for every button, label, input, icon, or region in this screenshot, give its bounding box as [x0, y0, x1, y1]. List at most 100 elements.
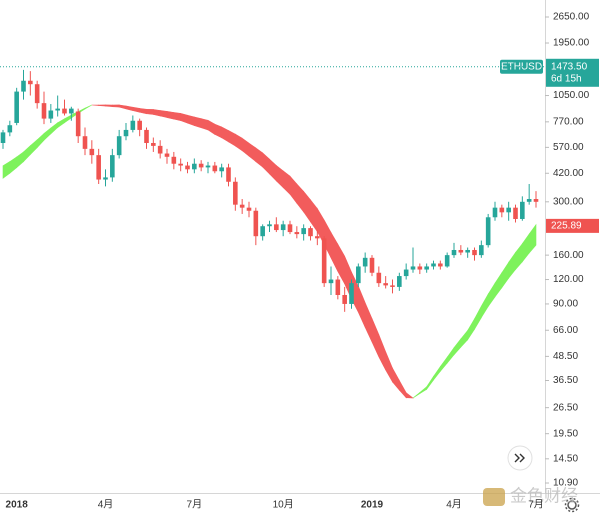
y-tick-label: 160.00 [553, 250, 584, 261]
candle-body [137, 120, 142, 130]
candle-body [69, 108, 74, 114]
ribbon-segment [112, 104, 120, 108]
scroll-button[interactable] [507, 445, 533, 471]
symbol-tag-label: ETHUSD [501, 61, 542, 72]
candle-body [280, 224, 286, 231]
candle-body [526, 199, 532, 202]
candle-body [520, 201, 525, 219]
ribbon-segment [166, 111, 175, 120]
ribbon-tag-label: 225.89 [551, 221, 582, 232]
candle-body [0, 132, 6, 144]
candle-body [185, 165, 190, 170]
candle-body [335, 279, 341, 296]
y-tick-label: 90.00 [553, 299, 578, 310]
ribbon-segment [159, 110, 168, 118]
y-tick-label: 66.00 [553, 325, 578, 336]
candle-body [533, 199, 539, 202]
candle-body [116, 136, 122, 156]
candle-body [205, 165, 211, 168]
scroll-button-circle[interactable] [507, 445, 533, 471]
ribbon-segment [146, 108, 154, 115]
candle-body [151, 143, 156, 146]
candle-body [438, 263, 443, 267]
candle-body [157, 145, 163, 154]
x-tick-label: 4月 [98, 499, 114, 511]
ribbon-segment [194, 116, 202, 129]
y-tick-label: 26.50 [553, 402, 578, 413]
candle-body [48, 110, 54, 119]
ribbon-segment [84, 104, 92, 110]
candle-body [103, 177, 108, 180]
scroll-icon[interactable] [514, 453, 525, 463]
y-tick-label: 570.00 [553, 142, 584, 153]
ribbon-layer [2, 104, 537, 399]
candle-body [164, 153, 170, 157]
candle-body [417, 266, 423, 270]
candle-body [21, 80, 26, 92]
candle-body [362, 257, 368, 267]
price-tag-label: 1473.50 [551, 61, 588, 72]
candle-body [349, 283, 354, 304]
candle-body [444, 255, 450, 267]
candle-body [246, 207, 252, 211]
candle-layer [0, 69, 539, 312]
candle-body [342, 295, 347, 304]
ribbon-segment [105, 104, 113, 107]
candle-body [7, 125, 13, 133]
candle-body [369, 257, 375, 273]
y-tick-label: 10.90 [553, 478, 578, 489]
candle-body [123, 129, 129, 137]
candle-body [226, 167, 231, 182]
candle-body [96, 155, 101, 180]
y-tick-label: 770.00 [553, 116, 584, 127]
watermark-text: 金色财经 [510, 486, 578, 505]
candle-body [110, 155, 115, 178]
gear-teeth[interactable] [564, 497, 580, 513]
x-tick-label: 10月 [273, 499, 294, 511]
candle-body [513, 207, 518, 219]
candle-body [294, 232, 300, 235]
candle-body [328, 279, 334, 284]
gear-icon[interactable] [567, 500, 577, 510]
candle-body [479, 245, 484, 256]
y-tick-label: 2650.00 [553, 12, 590, 23]
candle-body [301, 228, 306, 235]
candle-body [192, 163, 197, 170]
y-tick-label: 36.50 [553, 375, 578, 386]
candle-body [233, 181, 238, 205]
candle-body [424, 266, 429, 270]
price-tag [546, 58, 599, 87]
ribbon-segment [405, 392, 414, 399]
candle-body [458, 249, 464, 253]
candle-body [431, 263, 436, 267]
y-tick-label: 19.50 [553, 428, 578, 439]
candle-body [472, 249, 477, 256]
y-tick-label: 1050.00 [553, 90, 590, 101]
candle-body [274, 224, 279, 231]
symbol-tag [500, 59, 543, 74]
candle-body [239, 204, 245, 208]
y-tick-label: 1950.00 [553, 38, 590, 49]
candle-body [212, 165, 218, 172]
ribbon-segment [98, 104, 106, 107]
candle-body [28, 80, 33, 85]
candle-body [376, 272, 382, 284]
candle-body [82, 136, 88, 149]
y-tick-label: 420.00 [553, 168, 584, 179]
settings-button[interactable] [564, 497, 580, 513]
candle-body [321, 238, 327, 284]
candle-body [506, 207, 511, 213]
candle-body [178, 163, 183, 166]
x-tick-label: 7月 [187, 499, 203, 511]
candle-body [89, 148, 95, 156]
candle-body [75, 111, 81, 137]
candle-body [499, 207, 505, 213]
candle-body [465, 249, 470, 253]
candle-body [219, 167, 224, 172]
candle-body [383, 283, 388, 286]
candle-body [315, 236, 320, 239]
x-tick-label: 7月 [528, 499, 544, 511]
